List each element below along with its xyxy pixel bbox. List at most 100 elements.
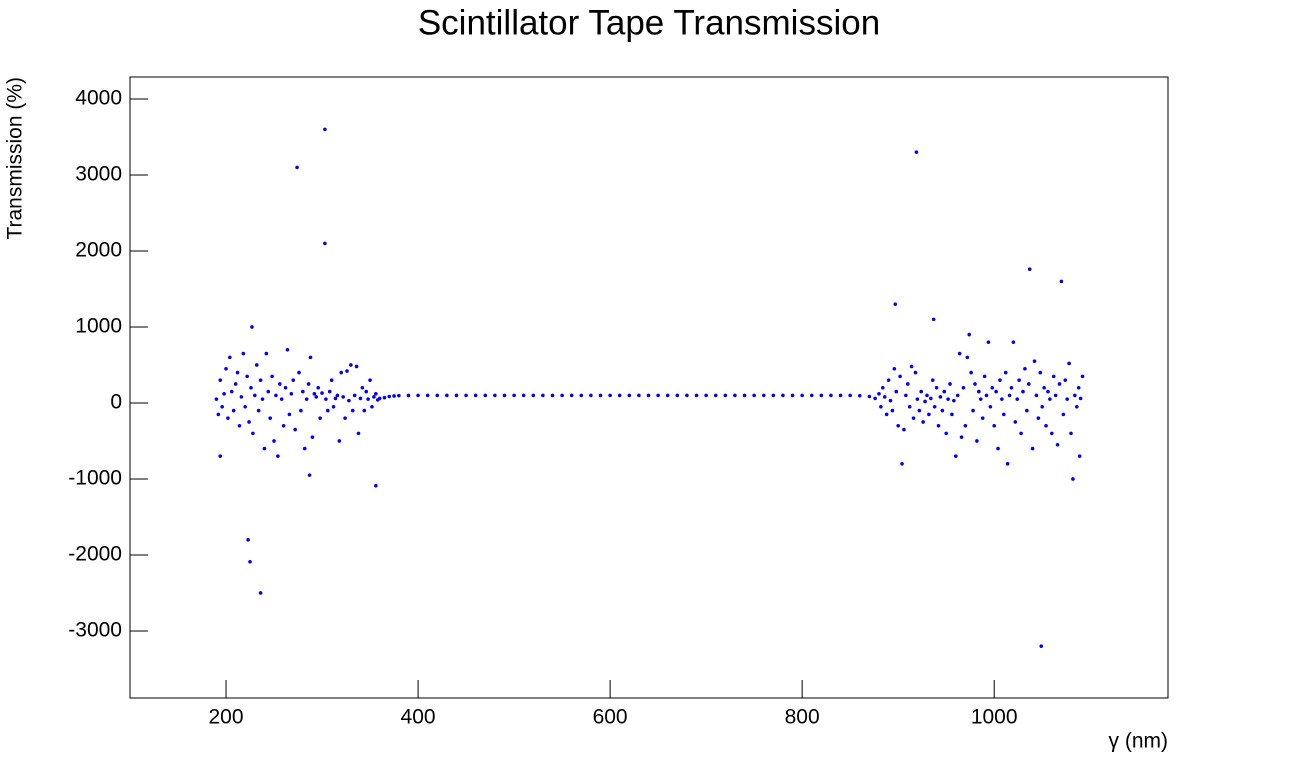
point xyxy=(940,408,945,413)
point xyxy=(656,393,660,398)
point xyxy=(329,378,334,382)
point xyxy=(1009,385,1014,390)
point xyxy=(560,393,564,398)
point xyxy=(998,378,1002,382)
point xyxy=(898,374,902,379)
point xyxy=(326,408,330,413)
point xyxy=(347,398,351,403)
point xyxy=(986,340,991,344)
point xyxy=(258,378,263,382)
point xyxy=(975,439,979,443)
y-tick-label: 1000 xyxy=(75,315,122,338)
point xyxy=(932,404,937,409)
point xyxy=(362,408,367,413)
point xyxy=(890,408,895,413)
point xyxy=(323,127,327,132)
point xyxy=(867,394,872,399)
point xyxy=(685,393,689,398)
point xyxy=(360,385,365,390)
point xyxy=(909,364,914,369)
point xyxy=(936,423,941,428)
point xyxy=(320,391,324,395)
point xyxy=(531,393,536,398)
point xyxy=(1017,378,1021,382)
point xyxy=(1040,404,1045,409)
point xyxy=(264,351,269,356)
point xyxy=(1036,416,1041,420)
point xyxy=(229,389,234,394)
point xyxy=(350,408,355,413)
point xyxy=(291,378,296,382)
point xyxy=(927,412,931,417)
point xyxy=(907,404,912,409)
point xyxy=(961,385,966,390)
point xyxy=(1048,397,1052,401)
point xyxy=(1077,454,1082,458)
point xyxy=(881,385,885,390)
point xyxy=(1034,393,1039,398)
point xyxy=(301,389,305,394)
point xyxy=(990,385,995,390)
point xyxy=(366,397,370,401)
point xyxy=(299,408,303,413)
y-tick-label: 3000 xyxy=(75,163,122,186)
point xyxy=(302,446,307,451)
point xyxy=(877,392,881,396)
point xyxy=(343,416,347,420)
point xyxy=(917,408,922,413)
point xyxy=(911,416,916,420)
point xyxy=(994,389,998,394)
point xyxy=(915,397,920,401)
point xyxy=(704,393,708,398)
point xyxy=(435,393,440,398)
point xyxy=(218,454,223,458)
point xyxy=(454,393,459,398)
point xyxy=(1011,340,1016,344)
point xyxy=(1076,385,1081,390)
point xyxy=(354,364,359,369)
point xyxy=(1063,378,1068,382)
point xyxy=(959,435,964,439)
point xyxy=(243,404,248,409)
point xyxy=(247,420,251,424)
point xyxy=(925,393,929,398)
y-tick-label: 4000 xyxy=(75,87,122,110)
point xyxy=(222,392,226,396)
point xyxy=(1065,397,1069,401)
point xyxy=(1069,431,1073,436)
x-axis-label: γ (nm) xyxy=(1109,730,1169,753)
point xyxy=(598,393,603,398)
point xyxy=(233,382,238,386)
point xyxy=(953,454,958,458)
point xyxy=(957,351,962,356)
point xyxy=(934,385,939,390)
point xyxy=(289,392,294,396)
point xyxy=(1027,267,1032,272)
point xyxy=(1038,370,1043,375)
point xyxy=(930,378,935,382)
point xyxy=(884,412,889,417)
point xyxy=(929,396,933,401)
point xyxy=(569,393,574,398)
y-tick-label: -3000 xyxy=(68,619,122,642)
point xyxy=(254,363,259,367)
point xyxy=(352,393,357,398)
x-tick-label: 200 xyxy=(208,706,243,729)
point xyxy=(608,393,612,398)
point xyxy=(971,408,975,413)
point xyxy=(938,395,943,399)
point xyxy=(1007,393,1012,398)
point xyxy=(637,393,641,398)
point xyxy=(512,393,516,398)
point xyxy=(382,395,387,400)
point xyxy=(857,393,862,398)
point xyxy=(237,423,242,428)
point xyxy=(1050,431,1054,436)
point xyxy=(270,374,274,379)
point xyxy=(1002,412,1006,417)
y-tick-label: -1000 xyxy=(68,467,122,490)
point xyxy=(829,393,833,398)
point xyxy=(333,396,338,401)
point xyxy=(982,374,987,379)
point xyxy=(356,431,361,436)
